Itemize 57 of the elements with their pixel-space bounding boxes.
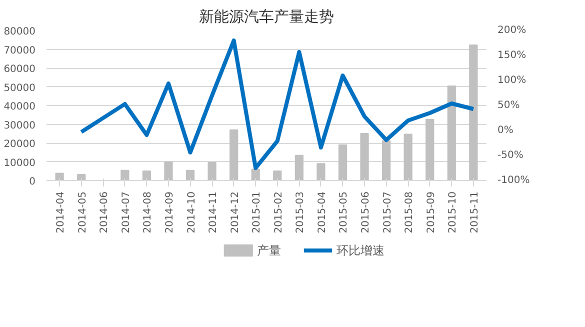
bar — [186, 170, 195, 180]
x-tick-label: 2015-08 — [404, 191, 416, 234]
x-tick-label: 2015-10 — [448, 191, 459, 234]
x-tick-label: 2015-06 — [360, 191, 372, 234]
x-tick-label: 2014-08 — [142, 191, 154, 234]
x-tick-label: 2015-07 — [382, 191, 394, 234]
x-tick-label: 2014-06 — [99, 191, 110, 234]
x-tick-label: 2014-07 — [120, 191, 132, 234]
bar — [382, 140, 391, 180]
y-tick-label: 40000 — [4, 102, 36, 112]
y-tick-label: 60000 — [4, 64, 36, 75]
y2-tick-label: 150% — [498, 50, 526, 61]
x-tick-label: 2015-04 — [316, 191, 328, 234]
bar — [120, 170, 130, 180]
line-series — [79, 38, 476, 170]
y-tick-label: 70000 — [4, 45, 36, 56]
x-tick-label: 2015-02 — [273, 191, 284, 234]
y2-tick-label: -50% — [498, 150, 524, 161]
bar — [426, 118, 434, 180]
bar — [360, 132, 369, 180]
bar — [447, 86, 456, 180]
y2-tick-label: 100% — [498, 75, 526, 86]
y2-tick-label: -100% — [498, 175, 530, 186]
x-tick-label: 2014-11 — [208, 191, 220, 234]
y-tick-label: 20000 — [4, 139, 36, 150]
bar — [404, 134, 412, 180]
bar — [142, 170, 152, 180]
legend-label: 产量 — [257, 244, 282, 258]
y2-tick-label: 200% — [498, 25, 526, 36]
legend-label: 环比增速 — [336, 244, 385, 258]
bar — [338, 144, 348, 180]
bar — [316, 163, 326, 180]
y-tick-label: 30000 — [4, 120, 36, 132]
x-tick-label: 2014-10 — [186, 191, 198, 234]
x-tick-label: 2015-03 — [295, 191, 306, 234]
x-tick-label: 2015-01 — [252, 191, 263, 234]
y2-tick-label: 50% — [498, 100, 520, 111]
y-tick-label: 50000 — [4, 82, 36, 94]
x-tick-label: 2014-12 — [230, 191, 241, 234]
x-tick-label: 2014-05 — [77, 191, 88, 234]
x-tick-label: 2015-11 — [469, 191, 480, 234]
bar — [230, 129, 238, 180]
chart-title: 新能源汽车产量走势 — [199, 8, 334, 26]
x-tick-label: 2015-05 — [338, 191, 350, 234]
x-tick-label: 2014-09 — [164, 191, 176, 234]
bar — [273, 170, 282, 180]
bar — [208, 162, 216, 180]
y-tick-label: 0 — [29, 176, 36, 188]
x-tick-label: 2015-09 — [426, 191, 437, 234]
bar — [469, 44, 478, 180]
bar — [55, 172, 64, 180]
y2-tick-label: 0% — [498, 125, 514, 136]
bar — [164, 161, 173, 180]
y-tick-label: 10000 — [4, 158, 36, 169]
bar — [294, 154, 304, 180]
x-tick-label: 2014-04 — [56, 191, 67, 234]
y-tick-label: 80000 — [4, 26, 36, 38]
